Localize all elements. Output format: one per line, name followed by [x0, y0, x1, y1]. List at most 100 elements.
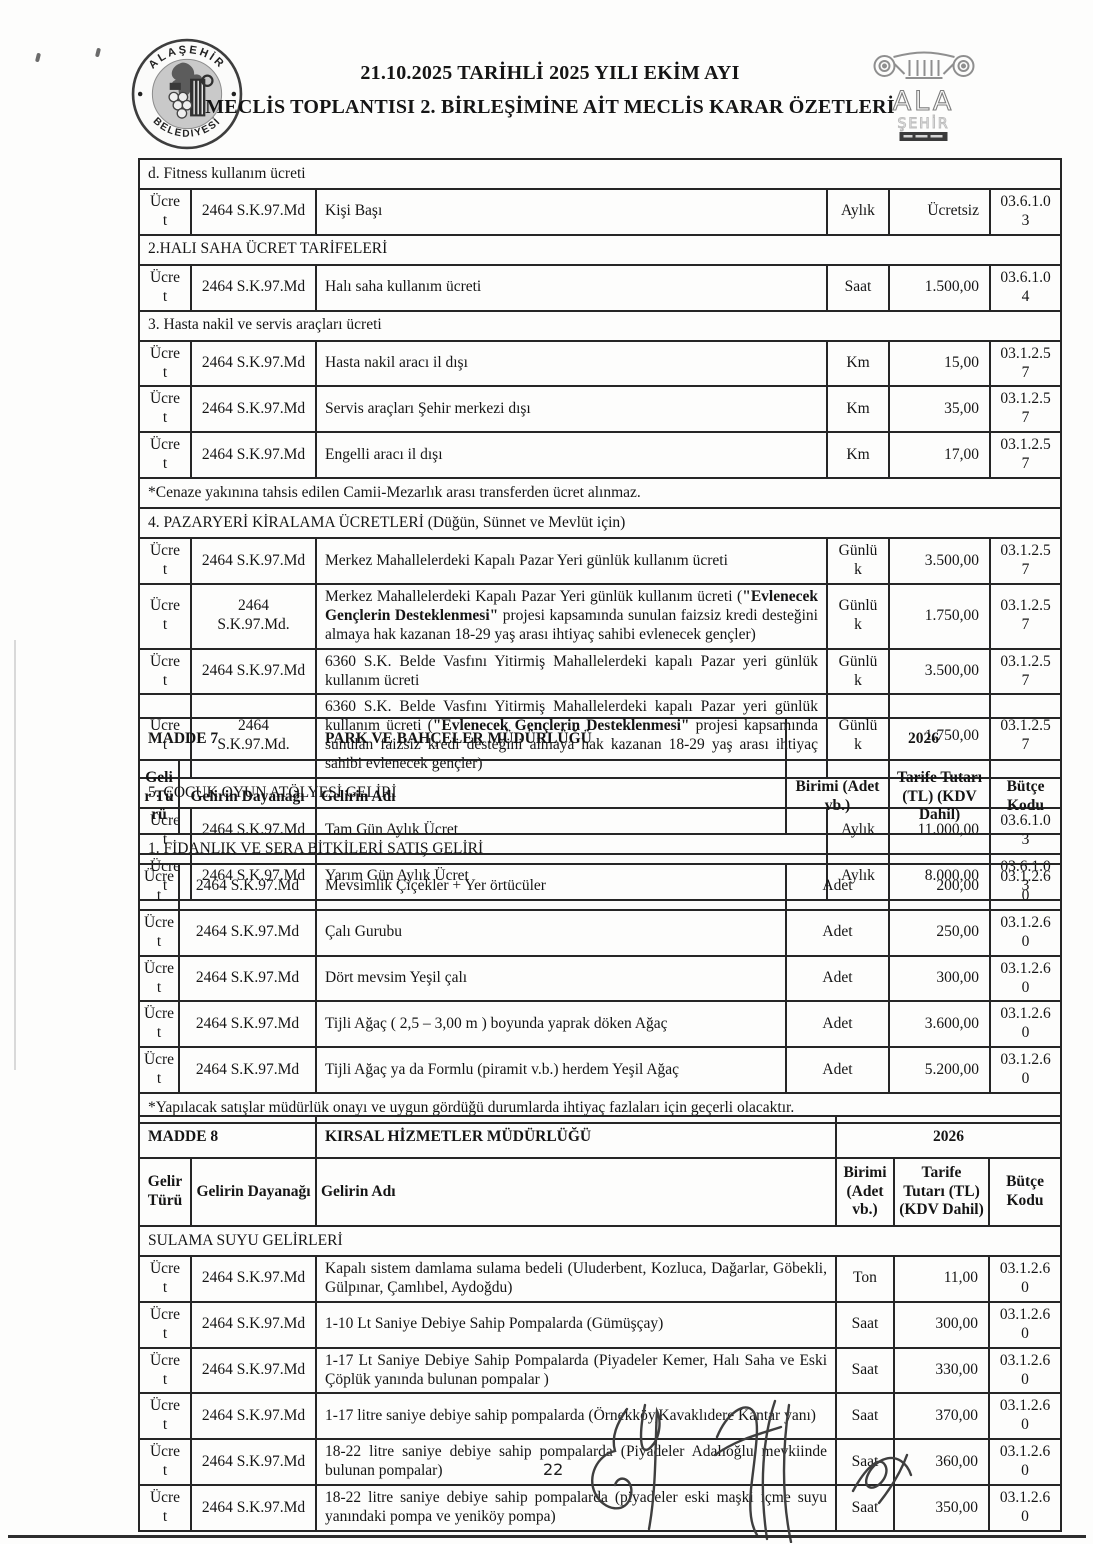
- fee-unit-cell: Aylık: [826, 188, 890, 236]
- page-title: 21.10.2025 TARİHLİ 2025 YILI EKİM AYI ME…: [165, 56, 935, 124]
- budget-code-cell: 03.1.2.60: [988, 1046, 1063, 1095]
- fee-row: Ücret 2464 S.K.97.Md Halı saha kullanım üc…: [138, 263, 1063, 312]
- budget-code-cell: 03.1.2.60: [988, 908, 1063, 957]
- madde-header-row: MADDE 8 KIRSAL HİZMETLER MÜDÜRLÜĞÜ 2026: [138, 1115, 1063, 1159]
- madde-label: MADDE 8: [138, 1115, 317, 1159]
- fee-name-cell: Merkez Mahallelerdeki Kapalı Pazar Yeri …: [315, 582, 828, 650]
- fee-row: Ücret 2464 S.K.97.Md Tijli Ağaç ya da Form…: [138, 1046, 1063, 1095]
- col-header-butce-kodu: Bütçe Kodu: [987, 1157, 1063, 1227]
- fee-name-cell: Halı saha kullanım ücreti: [315, 263, 828, 312]
- col-header-birimi: Birimi (Adet vb.): [785, 759, 890, 835]
- fee-unit-cell: Km: [826, 385, 890, 434]
- fee-amount-cell: 1.750,00: [888, 582, 991, 650]
- fee-name-cell: 1-17 litre saniye debiye sahip pompalard…: [315, 1392, 837, 1441]
- fee-row: Ücret 2464 S.K.97.Md. Merkez Mahallelerdek…: [138, 582, 1063, 650]
- fee-type-cell: Ücret: [138, 431, 192, 480]
- fee-type-cell: Ücret: [138, 1000, 180, 1049]
- fee-basis-cell: 2464 S.K.97.Md: [190, 188, 317, 236]
- fee-row: Ücret 2464 S.K.97.Md Mevsimlik Çiçekler + …: [138, 863, 1063, 911]
- fee-name-cell: Merkez Mahallelerdeki Kapalı Pazar Yeri …: [315, 537, 828, 585]
- fee-amount-cell: 35,00: [888, 385, 991, 434]
- fee-amount-cell: Ücretsiz: [888, 188, 991, 236]
- madde-header-row: MADDE 7 PARK VE BAHÇELER MÜDÜRLÜĞÜ 2026: [138, 717, 1063, 761]
- budget-code-cell: 03.1.2.60: [987, 1484, 1063, 1532]
- col-header-birimi: Birimi (Adet vb.): [835, 1157, 895, 1227]
- col-header-gelirin-adi: Gelirin Adı: [315, 759, 787, 835]
- fee-row: Ücret 2464 S.K.97.Md 1-10 Lt Saniye Debiye…: [138, 1300, 1063, 1349]
- fee-amount-cell: 200,00: [888, 863, 991, 911]
- fee-unit-cell: Adet: [785, 1046, 890, 1095]
- fee-type-cell: Ücret: [138, 954, 180, 1003]
- fee-row: Ücret 2464 S.K.97.Md 6360 S.K. Belde Vasfı…: [138, 647, 1063, 696]
- section-text: 3. Hasta nakil ve servis araçları ücreti: [137, 309, 1063, 342]
- fee-basis-cell: 2464 S.K.97.Md: [190, 1346, 317, 1395]
- fee-name-segment: projesi kapsamında sunulan faizsiz kredi…: [325, 606, 818, 643]
- budget-code-cell: 03.1.2.60: [987, 1438, 1063, 1487]
- fee-amount-cell: 17,00: [888, 431, 991, 480]
- fee-type-cell: Ücret: [138, 863, 180, 911]
- fee-type-cell: Ücret: [138, 1300, 192, 1349]
- fee-unit-cell: Saat: [835, 1346, 895, 1395]
- fee-basis-cell: 2464 S.K.97.Md: [178, 954, 317, 1003]
- fee-name-cell: 1-17 Lt Saniye Debiye Sahip Pompalarda (…: [315, 1346, 837, 1395]
- fee-name-cell: Servis araçları Şehir merkezi dışı: [315, 385, 828, 434]
- fee-name-cell: Tijli Ağaç ya da Formlu (piramit v.b.) h…: [315, 1046, 787, 1095]
- fee-row: Ücret 2464 S.K.97.Md 1-17 Lt Saniye Debiye…: [138, 1346, 1063, 1395]
- fee-name-cell: 6360 S.K. Belde Vasfını Yitirmiş Mahalle…: [315, 647, 828, 696]
- fee-amount-cell: 11,00: [893, 1255, 990, 1303]
- fee-row: Ücret 2464 S.K.97.Md Çalı Gurubu Adet 250,00…: [138, 908, 1063, 957]
- seal-dot-left: [137, 91, 143, 97]
- fee-name-cell: Dört mevsim Yeşil çalı: [315, 954, 787, 1003]
- section-row: SULAMA SUYU GELİRLERİ: [137, 1225, 1063, 1257]
- fee-type-cell: Ücret: [138, 1046, 180, 1095]
- section-row: 3. Hasta nakil ve servis araçları ücreti: [137, 309, 1063, 342]
- col-header-gelir-turu: Gelir Türü: [138, 1157, 192, 1227]
- fee-row: Ücret 2464 S.K.97.Md Tijli Ağaç ( 2,5 – 3,…: [138, 1000, 1063, 1049]
- fee-row: Ücret 2464 S.K.97.Md Merkez Mahallelerdeki…: [138, 537, 1063, 585]
- budget-code-cell: 03.1.2.60: [988, 863, 1063, 911]
- fee-amount-cell: 15,00: [888, 339, 991, 388]
- fee-basis-cell: 2464 S.K.97.Md: [190, 431, 317, 480]
- page-bottom-border: [8, 1535, 1086, 1538]
- section-row: 1. FİDANLIK VE SERA BİTKİLERİ SATIŞ GELİ…: [137, 833, 1063, 865]
- fee-basis-cell: 2464 S.K.97.Md: [190, 1300, 317, 1349]
- fee-unit-cell: Günlük: [826, 582, 890, 650]
- department-title: KIRSAL HİZMETLER MÜDÜRLÜĞÜ: [315, 1115, 837, 1159]
- fee-amount-cell: 330,00: [893, 1346, 990, 1395]
- fee-unit-cell: Km: [826, 431, 890, 480]
- fee-row: Ücret 2464 S.K.97.Md Servis araçları Şehir…: [138, 385, 1063, 434]
- fee-name-cell: 18-22 litre saniye debiye sahip pompalar…: [315, 1484, 837, 1532]
- col-header-tarife-tutari: Tarife Tutarı (TL) (KDV Dahil): [893, 1157, 990, 1227]
- budget-code-cell: 03.1.2.57: [988, 339, 1063, 388]
- page-number: 22: [543, 1460, 564, 1479]
- fee-row: Ücret 2464 S.K.97.Md Dört mevsim Yeşil çal…: [138, 954, 1063, 1003]
- budget-code-cell: 03.1.2.60: [988, 1000, 1063, 1049]
- fee-amount-cell: 3.500,00: [888, 647, 991, 696]
- fee-basis-cell: 2464 S.K.97.Md: [190, 1438, 317, 1487]
- budget-code-cell: 03.1.2.60: [987, 1300, 1063, 1349]
- fee-basis-cell: 2464 S.K.97.Md: [190, 1255, 317, 1303]
- grape-cluster-icon: [168, 91, 193, 119]
- fee-type-cell: Ücret: [138, 1438, 192, 1487]
- column-icon: [169, 74, 214, 117]
- fee-row: Ücret 2464 S.K.97.Md 18-22 litre saniye de…: [138, 1438, 1063, 1487]
- budget-code-cell: 03.1.2.57: [988, 537, 1063, 585]
- fee-type-cell: Ücret: [138, 188, 192, 236]
- fee-basis-cell: 2464 S.K.97.Md: [178, 1046, 317, 1095]
- section-row: d. Fitness kullanım ücreti: [137, 158, 1063, 190]
- fee-amount-cell: 300,00: [888, 954, 991, 1003]
- fee-unit-cell: Günlük: [826, 537, 890, 585]
- budget-code-cell: 03.1.2.57: [988, 582, 1063, 650]
- fee-unit-cell: Ton: [835, 1255, 895, 1303]
- section-text: 2.HALI SAHA ÜCRET TARİFELERİ: [137, 233, 1063, 266]
- logo-ala-text: ALA: [893, 86, 955, 117]
- fee-basis-cell: 2464 S.K.97.Md.: [190, 582, 317, 650]
- fee-name-cell: Mevsimlik Çiçekler + Yer örtücüler: [315, 863, 787, 911]
- fee-row: Ücret 2464 S.K.97.Md Engelli aracı il dışı…: [138, 431, 1063, 480]
- note-text: *Cenaze yakınına tahsis edilen Camii-Mez…: [137, 477, 1063, 510]
- section-text: SULAMA SUYU GELİRLERİ: [137, 1225, 1063, 1257]
- fee-basis-cell: 2464 S.K.97.Md: [190, 537, 317, 585]
- madde-label: MADDE 7: [138, 717, 317, 761]
- fee-unit-cell: Saat: [835, 1484, 895, 1532]
- fee-type-cell: Ücret: [138, 647, 192, 696]
